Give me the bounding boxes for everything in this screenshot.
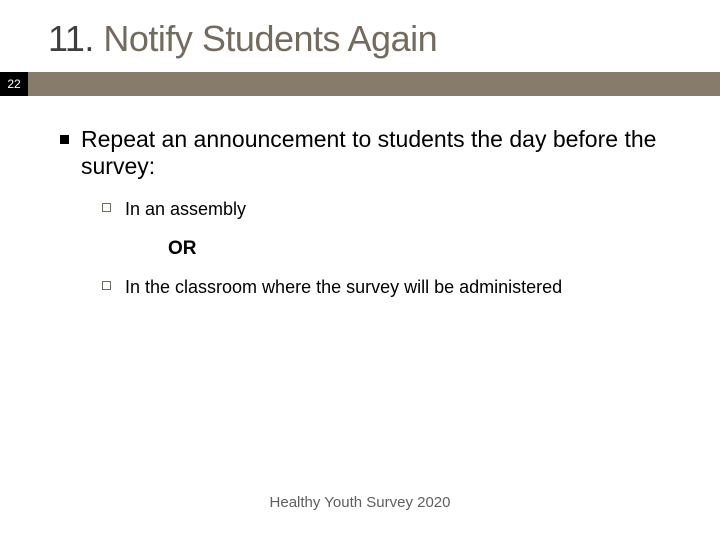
hollow-square-icon bbox=[102, 203, 111, 212]
slide-title-area: 11. Notify Students Again bbox=[0, 0, 720, 72]
divider-bar-row: 22 bbox=[0, 72, 720, 96]
sub-bullet-list: In an assembly OR In the classroom where… bbox=[60, 180, 660, 299]
footer-text: Healthy Youth Survey 2020 bbox=[270, 494, 451, 511]
main-bullet-row: Repeat an announcement to students the d… bbox=[60, 126, 660, 180]
slide-title: 11. Notify Students Again bbox=[48, 18, 720, 60]
or-label: OR bbox=[168, 238, 197, 259]
square-bullet-icon bbox=[60, 135, 69, 144]
divider-bar bbox=[28, 72, 720, 96]
main-bullet-text: Repeat an announcement to students the d… bbox=[81, 126, 660, 180]
or-row: OR bbox=[102, 236, 660, 276]
slide-footer: Healthy Youth Survey 2020 bbox=[0, 494, 720, 512]
title-text: Notify Students Again bbox=[103, 18, 437, 59]
sub-bullet-text: In an assembly bbox=[125, 198, 246, 221]
title-number: 11. bbox=[48, 18, 94, 59]
hollow-square-icon bbox=[102, 281, 111, 290]
page-number: 22 bbox=[7, 77, 20, 91]
content-area: Repeat an announcement to students the d… bbox=[0, 96, 720, 299]
sub-bullet-row: In an assembly bbox=[102, 198, 660, 221]
sub-bullet-text: In the classroom where the survey will b… bbox=[125, 276, 562, 299]
page-number-badge: 22 bbox=[0, 72, 28, 96]
sub-bullet-row: In the classroom where the survey will b… bbox=[102, 276, 660, 299]
